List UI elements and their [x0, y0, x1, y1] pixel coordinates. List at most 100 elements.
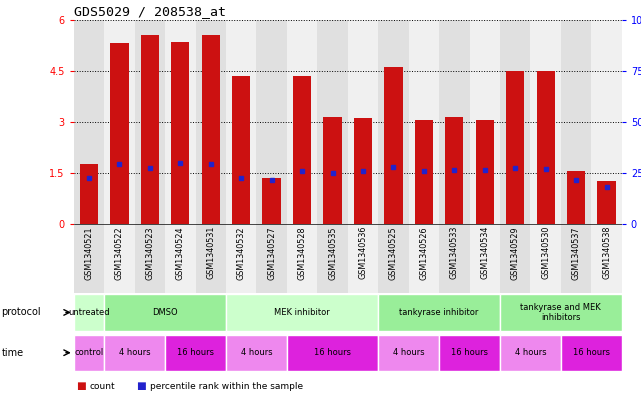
- Bar: [74, 224, 104, 293]
- Bar: [196, 20, 226, 224]
- Bar: [74, 20, 104, 224]
- Bar: [409, 224, 439, 293]
- Text: 16 hours: 16 hours: [451, 348, 488, 357]
- Bar: [347, 20, 378, 224]
- Bar: [293, 76, 311, 224]
- Bar: [561, 335, 622, 371]
- Text: percentile rank within the sample: percentile rank within the sample: [150, 382, 303, 391]
- Bar: [226, 20, 256, 224]
- Bar: [135, 224, 165, 293]
- Bar: [409, 20, 439, 224]
- Text: MEK inhibitor: MEK inhibitor: [274, 308, 330, 317]
- Bar: [110, 44, 128, 224]
- Text: GDS5029 / 208538_at: GDS5029 / 208538_at: [74, 6, 226, 18]
- Text: GSM1340522: GSM1340522: [115, 226, 124, 280]
- Text: 4 hours: 4 hours: [515, 348, 546, 357]
- Text: GSM1340523: GSM1340523: [146, 226, 154, 279]
- Bar: [256, 20, 287, 224]
- Text: DMSO: DMSO: [153, 308, 178, 317]
- Text: 16 hours: 16 hours: [314, 348, 351, 357]
- Bar: [354, 118, 372, 224]
- Bar: [506, 71, 524, 224]
- Text: GSM1340532: GSM1340532: [237, 226, 246, 279]
- Text: GSM1340538: GSM1340538: [602, 226, 611, 279]
- Bar: [500, 294, 622, 331]
- Text: GSM1340524: GSM1340524: [176, 226, 185, 279]
- Text: protocol: protocol: [1, 307, 41, 318]
- Bar: [500, 20, 530, 224]
- Bar: [232, 76, 250, 224]
- Bar: [263, 178, 281, 224]
- Text: GSM1340521: GSM1340521: [85, 226, 94, 279]
- Bar: [226, 335, 287, 371]
- Bar: [287, 20, 317, 224]
- Bar: [165, 20, 196, 224]
- Text: ■: ■: [76, 381, 85, 391]
- Text: GSM1340531: GSM1340531: [206, 226, 215, 279]
- Bar: [500, 335, 561, 371]
- Bar: [561, 224, 591, 293]
- Bar: [104, 294, 226, 331]
- Text: 4 hours: 4 hours: [393, 348, 424, 357]
- Bar: [104, 224, 135, 293]
- Bar: [530, 224, 561, 293]
- Bar: [476, 120, 494, 224]
- Bar: [171, 42, 190, 224]
- Bar: [135, 20, 165, 224]
- Bar: [537, 71, 554, 224]
- Text: ■: ■: [137, 381, 146, 391]
- Text: count: count: [89, 382, 115, 391]
- Bar: [597, 182, 615, 224]
- Bar: [317, 20, 347, 224]
- Text: GSM1340526: GSM1340526: [419, 226, 428, 279]
- Text: GSM1340534: GSM1340534: [480, 226, 489, 279]
- Bar: [226, 294, 378, 331]
- Bar: [201, 35, 220, 224]
- Text: tankyrase inhibitor: tankyrase inhibitor: [399, 308, 479, 317]
- Bar: [324, 117, 342, 224]
- Text: control: control: [74, 348, 104, 357]
- Text: GSM1340537: GSM1340537: [572, 226, 581, 279]
- Bar: [165, 335, 226, 371]
- Bar: [415, 120, 433, 224]
- Bar: [74, 294, 104, 331]
- Bar: [378, 335, 439, 371]
- Bar: [378, 20, 409, 224]
- Text: untreated: untreated: [68, 308, 110, 317]
- Text: GSM1340529: GSM1340529: [511, 226, 520, 280]
- Text: GSM1340535: GSM1340535: [328, 226, 337, 279]
- Bar: [378, 224, 409, 293]
- Bar: [74, 335, 104, 371]
- Bar: [226, 224, 256, 293]
- Text: time: time: [1, 348, 24, 358]
- Text: GSM1340525: GSM1340525: [389, 226, 398, 280]
- Bar: [469, 20, 500, 224]
- Bar: [104, 20, 135, 224]
- Text: 16 hours: 16 hours: [177, 348, 214, 357]
- Bar: [287, 335, 378, 371]
- Bar: [317, 224, 347, 293]
- Bar: [439, 335, 500, 371]
- Bar: [347, 224, 378, 293]
- Bar: [196, 224, 226, 293]
- Bar: [165, 224, 196, 293]
- Text: GSM1340528: GSM1340528: [297, 226, 306, 279]
- Text: 16 hours: 16 hours: [573, 348, 610, 357]
- Text: tankyrase and MEK
inhibitors: tankyrase and MEK inhibitors: [520, 303, 601, 322]
- Bar: [445, 117, 463, 224]
- Bar: [500, 224, 530, 293]
- Bar: [104, 335, 165, 371]
- Bar: [80, 164, 98, 224]
- Bar: [287, 224, 317, 293]
- Text: GSM1340530: GSM1340530: [541, 226, 550, 279]
- Bar: [439, 224, 469, 293]
- Text: GSM1340533: GSM1340533: [450, 226, 459, 279]
- Bar: [256, 224, 287, 293]
- Text: 4 hours: 4 hours: [240, 348, 272, 357]
- Bar: [591, 20, 622, 224]
- Text: GSM1340527: GSM1340527: [267, 226, 276, 280]
- Bar: [561, 20, 591, 224]
- Bar: [378, 294, 500, 331]
- Bar: [384, 67, 403, 224]
- Bar: [141, 35, 159, 224]
